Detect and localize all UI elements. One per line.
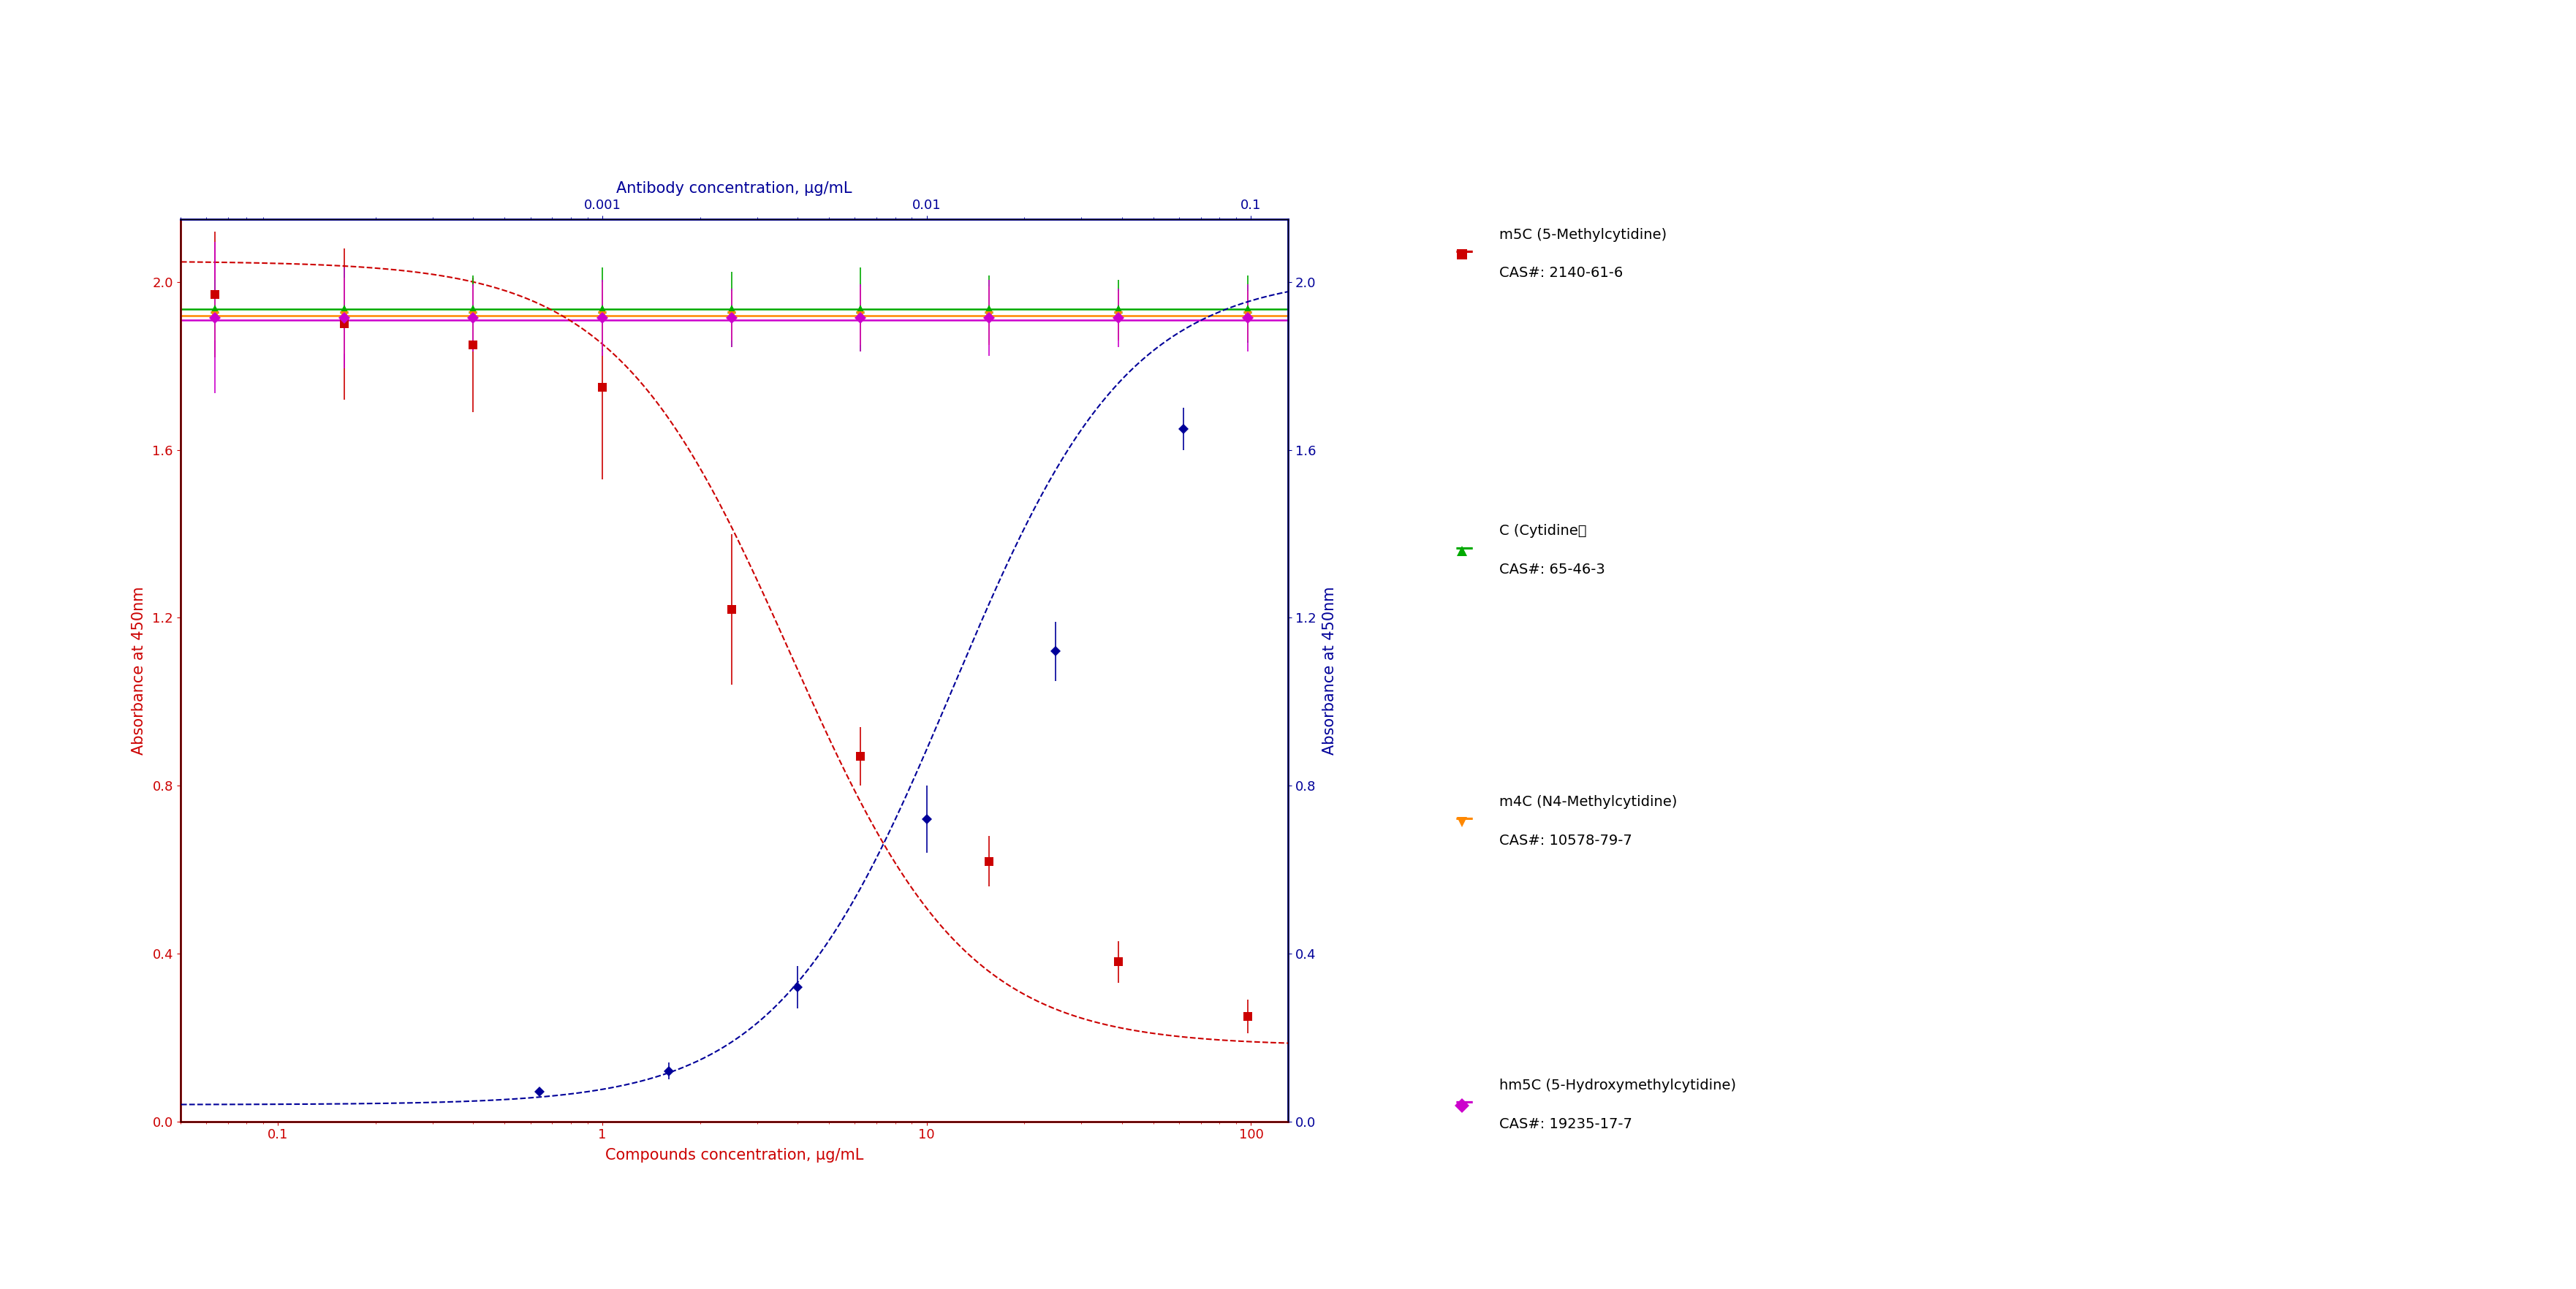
Y-axis label: Absorbance at 450nm: Absorbance at 450nm [131,586,147,754]
Text: CAS#: 65-46-3: CAS#: 65-46-3 [1499,563,1605,576]
X-axis label: Compounds concentration, μg/mL: Compounds concentration, μg/mL [605,1147,863,1163]
Y-axis label: Absorbance at 450nm: Absorbance at 450nm [1321,586,1337,754]
Text: CAS#: 19235-17-7: CAS#: 19235-17-7 [1499,1118,1633,1130]
Text: —: — [1455,1093,1473,1111]
Text: CAS#: 2140-61-6: CAS#: 2140-61-6 [1499,267,1623,280]
Text: —: — [1455,539,1473,557]
Text: C (Cytidine）: C (Cytidine） [1499,525,1587,538]
Text: m5C (5-Methylcytidine): m5C (5-Methylcytidine) [1499,228,1667,241]
X-axis label: Antibody concentration, μg/mL: Antibody concentration, μg/mL [616,180,853,196]
Text: CAS#: 10578-79-7: CAS#: 10578-79-7 [1499,834,1633,847]
Text: hm5C (5-Hydroxymethylcytidine): hm5C (5-Hydroxymethylcytidine) [1499,1079,1736,1092]
Text: —: — [1455,809,1473,828]
Text: —: — [1455,242,1473,260]
Text: m4C (N4-Methylcytidine): m4C (N4-Methylcytidine) [1499,795,1677,808]
